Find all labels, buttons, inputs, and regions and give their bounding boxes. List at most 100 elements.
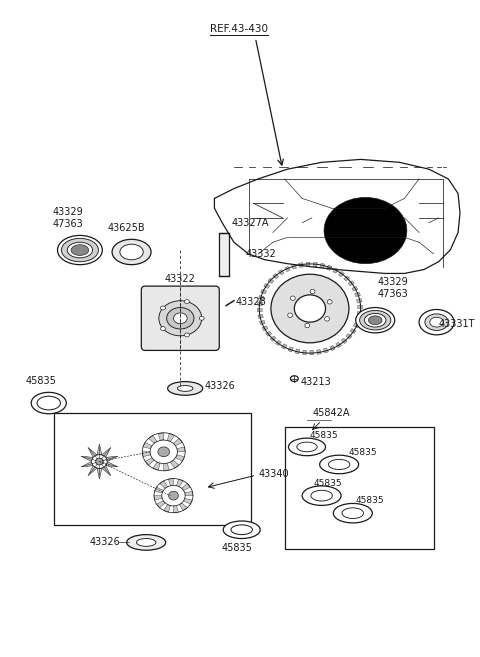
Polygon shape: [317, 350, 321, 354]
Text: 45835: 45835: [356, 497, 384, 505]
Ellipse shape: [167, 307, 194, 329]
Ellipse shape: [327, 300, 332, 304]
Polygon shape: [273, 273, 279, 279]
Ellipse shape: [324, 317, 329, 321]
Polygon shape: [153, 462, 160, 470]
Ellipse shape: [271, 274, 349, 343]
Polygon shape: [306, 262, 310, 267]
Polygon shape: [106, 461, 118, 467]
Ellipse shape: [302, 486, 341, 505]
Polygon shape: [350, 328, 356, 334]
Polygon shape: [281, 344, 287, 349]
Polygon shape: [357, 299, 362, 302]
Polygon shape: [182, 484, 191, 491]
Ellipse shape: [324, 197, 407, 263]
Ellipse shape: [160, 327, 166, 330]
Polygon shape: [295, 349, 300, 353]
Ellipse shape: [310, 289, 315, 294]
Polygon shape: [88, 447, 97, 457]
Polygon shape: [173, 506, 179, 513]
Ellipse shape: [360, 311, 391, 330]
Bar: [219, 233, 229, 277]
Polygon shape: [333, 268, 338, 273]
Text: 43213: 43213: [300, 376, 331, 386]
Polygon shape: [268, 278, 274, 283]
Polygon shape: [270, 336, 276, 341]
Text: 43331T: 43331T: [439, 319, 475, 329]
Ellipse shape: [92, 455, 107, 468]
Polygon shape: [330, 346, 335, 351]
Polygon shape: [291, 264, 297, 269]
Polygon shape: [164, 505, 170, 512]
Polygon shape: [261, 289, 266, 294]
Polygon shape: [259, 296, 264, 300]
Ellipse shape: [67, 242, 93, 258]
Ellipse shape: [58, 235, 102, 265]
Polygon shape: [142, 452, 151, 457]
Polygon shape: [164, 463, 169, 470]
Ellipse shape: [120, 244, 143, 260]
Ellipse shape: [368, 316, 382, 325]
Ellipse shape: [305, 323, 310, 328]
Polygon shape: [276, 340, 281, 346]
FancyBboxPatch shape: [141, 286, 219, 350]
Polygon shape: [173, 438, 182, 446]
Text: 43322: 43322: [165, 274, 196, 284]
Text: 45835: 45835: [221, 543, 252, 553]
Text: 43625B: 43625B: [108, 223, 145, 233]
Polygon shape: [320, 263, 325, 268]
Polygon shape: [285, 266, 290, 271]
Text: 45835: 45835: [25, 376, 56, 386]
Ellipse shape: [136, 539, 156, 547]
Text: 45835: 45835: [349, 447, 378, 457]
Ellipse shape: [333, 503, 372, 523]
Polygon shape: [145, 458, 154, 465]
Ellipse shape: [419, 309, 454, 335]
Text: 43326: 43326: [204, 382, 235, 392]
Ellipse shape: [328, 459, 350, 470]
Text: 43328: 43328: [236, 297, 266, 307]
Polygon shape: [97, 444, 102, 455]
Polygon shape: [257, 302, 263, 306]
Polygon shape: [262, 326, 268, 330]
Polygon shape: [341, 338, 347, 344]
Polygon shape: [106, 456, 118, 461]
Polygon shape: [177, 479, 183, 487]
Ellipse shape: [178, 386, 193, 392]
Ellipse shape: [290, 296, 295, 300]
Ellipse shape: [61, 238, 98, 261]
Ellipse shape: [112, 239, 151, 265]
Polygon shape: [357, 311, 362, 315]
Ellipse shape: [311, 490, 332, 501]
Ellipse shape: [71, 244, 89, 256]
Polygon shape: [265, 331, 272, 336]
Text: 45835: 45835: [314, 479, 342, 488]
Polygon shape: [288, 347, 293, 352]
Ellipse shape: [127, 535, 166, 550]
Polygon shape: [158, 433, 164, 440]
Polygon shape: [180, 503, 187, 510]
Polygon shape: [299, 263, 303, 267]
Polygon shape: [167, 434, 174, 442]
Polygon shape: [257, 309, 262, 312]
Text: 43326: 43326: [90, 537, 120, 547]
Polygon shape: [358, 306, 362, 309]
Polygon shape: [88, 466, 97, 476]
Text: 45842A: 45842A: [312, 408, 350, 418]
Polygon shape: [352, 286, 358, 291]
Ellipse shape: [159, 301, 202, 336]
Ellipse shape: [430, 317, 444, 327]
Ellipse shape: [31, 392, 66, 414]
Polygon shape: [170, 461, 179, 468]
Polygon shape: [149, 436, 157, 443]
Ellipse shape: [288, 438, 325, 456]
Polygon shape: [326, 265, 332, 270]
Polygon shape: [324, 348, 328, 353]
Bar: [285, 428, 434, 549]
Ellipse shape: [96, 458, 103, 465]
Polygon shape: [338, 271, 344, 277]
Ellipse shape: [184, 300, 189, 304]
Ellipse shape: [168, 382, 203, 396]
Ellipse shape: [162, 486, 185, 506]
Polygon shape: [356, 317, 361, 321]
